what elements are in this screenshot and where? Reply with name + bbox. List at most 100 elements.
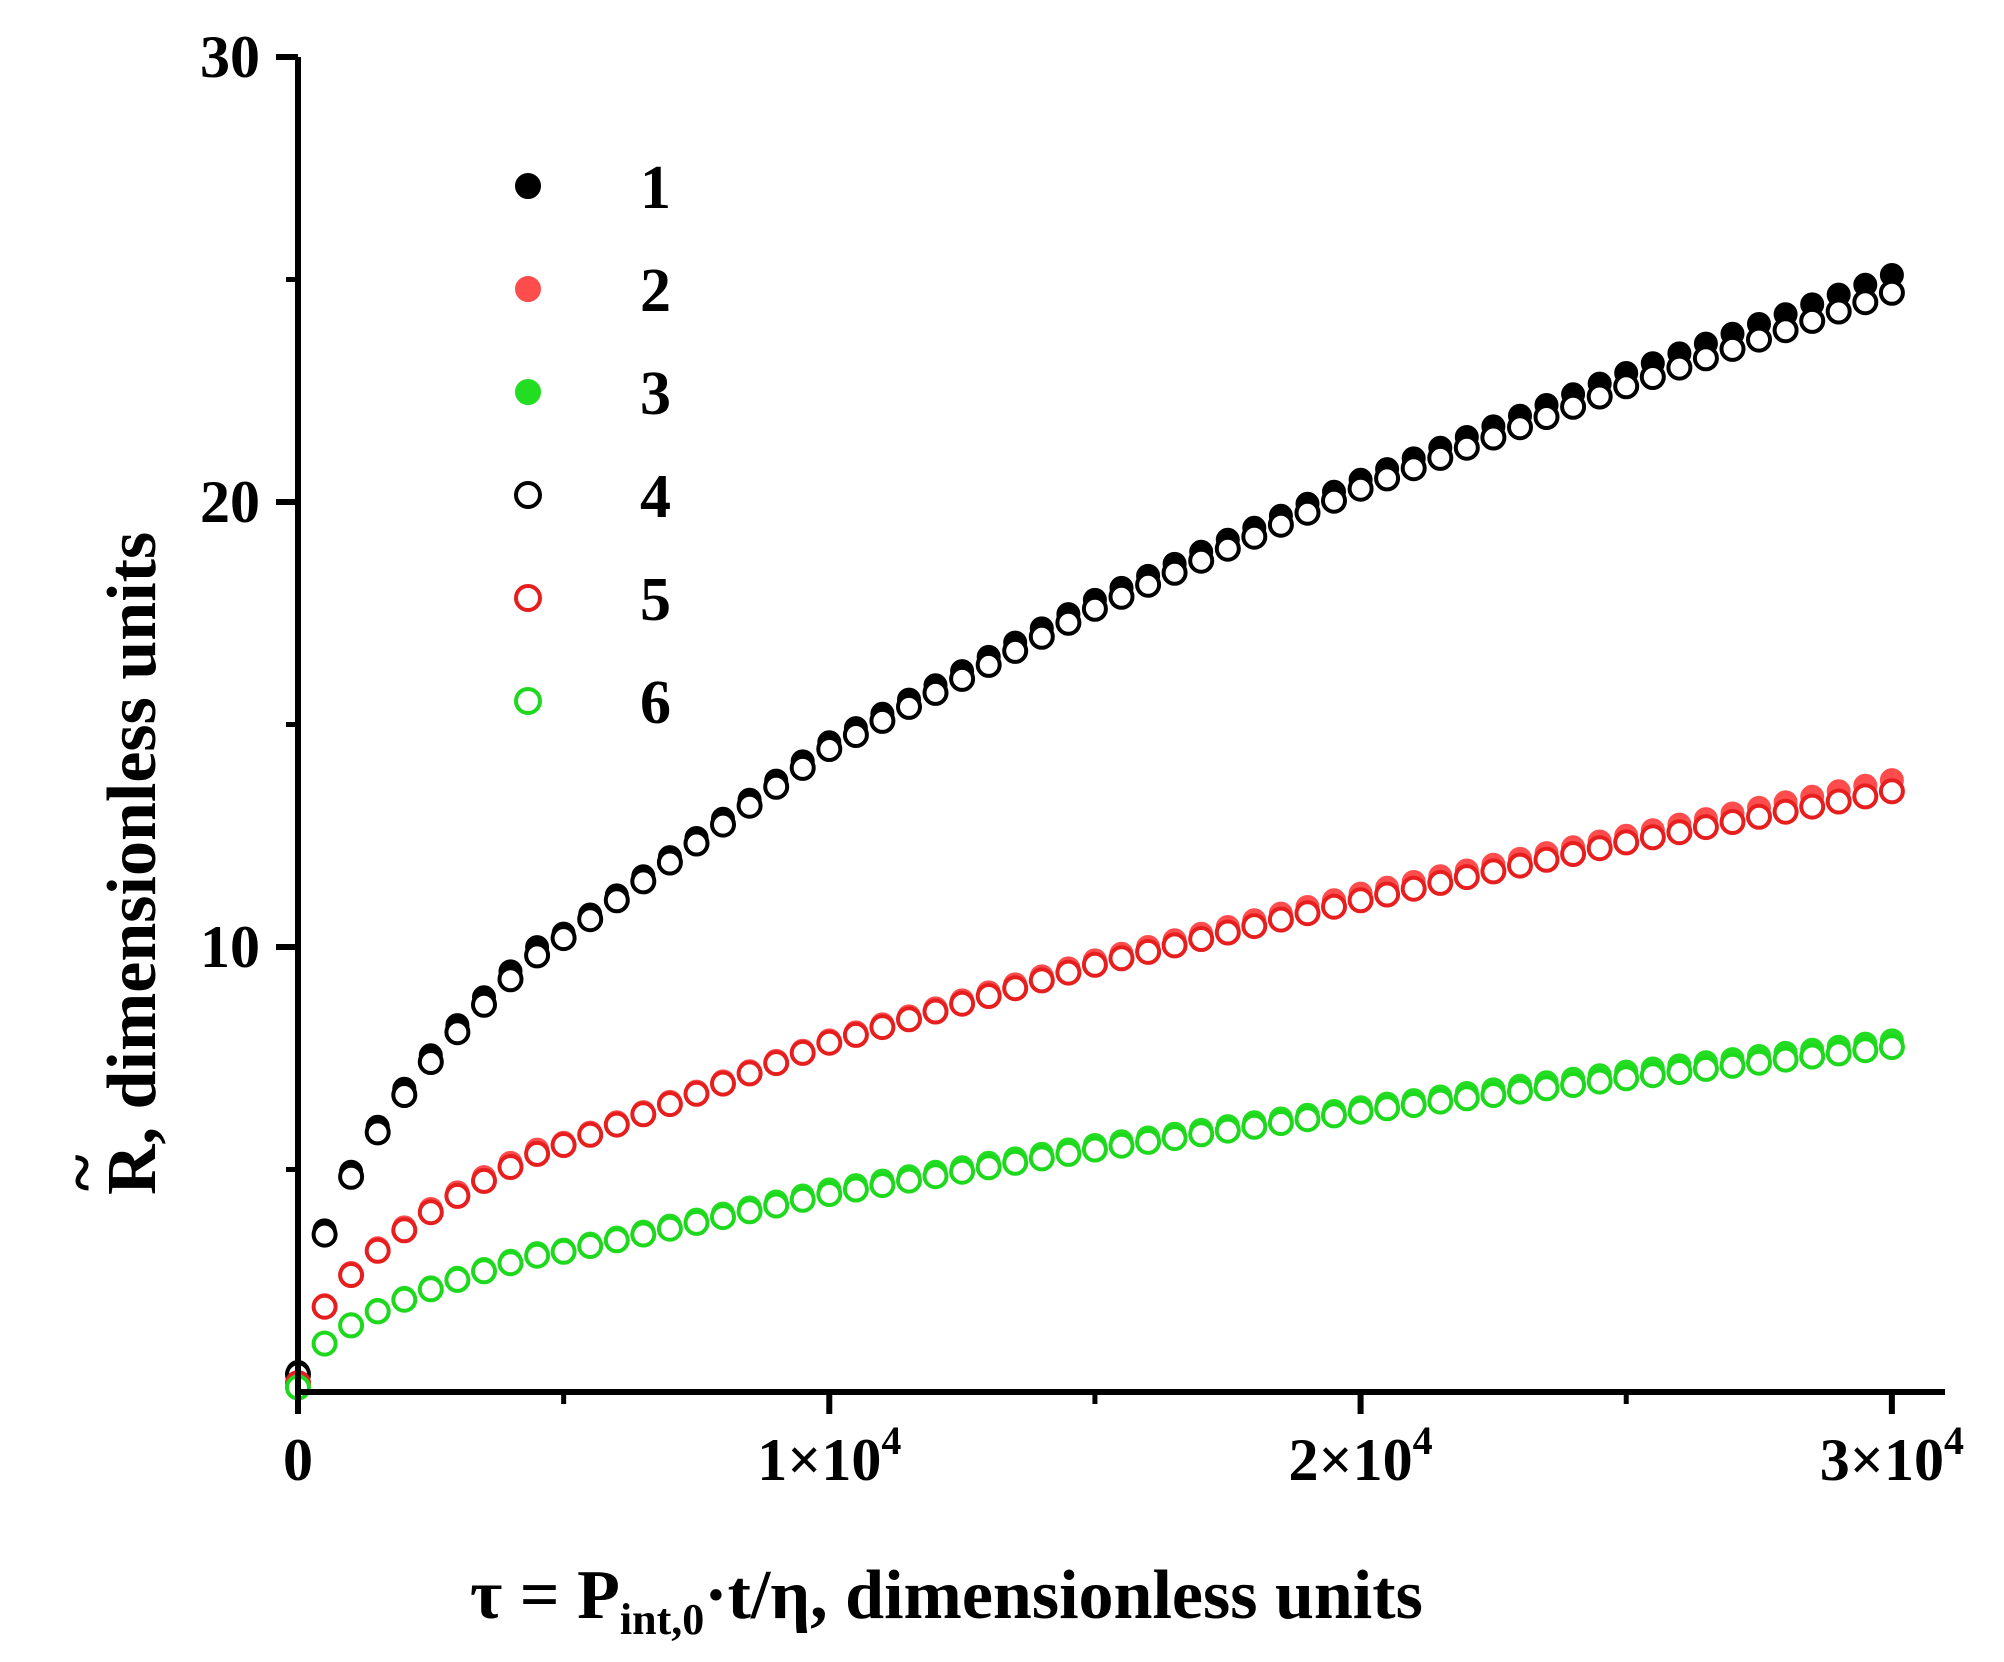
data-point (1453, 434, 1480, 461)
data-point (391, 1217, 418, 1244)
data-point (1347, 887, 1374, 914)
legend-item-1: 1 (515, 154, 671, 222)
data-point (1161, 559, 1188, 586)
data-point (1188, 547, 1215, 574)
legend-label: 5 (640, 566, 671, 634)
axes: 10 20 30 0 1×104 2×104 3×104 (200, 24, 1964, 1493)
data-point (949, 665, 976, 692)
data-point (577, 1121, 604, 1148)
data-point (1560, 393, 1587, 420)
data-point (896, 693, 922, 720)
data-point (1852, 783, 1879, 810)
data-point (1321, 893, 1347, 920)
data-point (1639, 364, 1666, 390)
data-point (311, 1330, 338, 1357)
data-point (1507, 414, 1533, 441)
data-point (1294, 900, 1321, 927)
data-point (1692, 1055, 1719, 1082)
data-point (1613, 829, 1640, 856)
legend: 1 2 3 4 5 6 (514, 154, 671, 737)
data-point (869, 707, 896, 734)
data-point (683, 1209, 710, 1236)
data-point (1241, 913, 1268, 940)
data-point (1400, 1092, 1427, 1118)
data-point (896, 1167, 922, 1194)
data-point (1852, 289, 1879, 316)
data-point (1586, 383, 1613, 410)
data-point (1427, 869, 1454, 896)
data-point (922, 679, 949, 706)
x-axis-title-prefix: τ = P (470, 1557, 620, 1634)
legend-label: 1 (640, 154, 671, 222)
data-point (550, 925, 577, 952)
data-point (1081, 1136, 1108, 1163)
data-point (1692, 345, 1719, 372)
x-tick-label: 3×104 (1820, 1418, 1964, 1493)
data-point (656, 1091, 683, 1118)
data-point (842, 1176, 869, 1203)
data-point (1453, 864, 1480, 891)
data-point (1533, 1075, 1560, 1102)
data-marks (285, 263, 1905, 1401)
data-point (1028, 623, 1055, 650)
legend-label: 3 (640, 360, 671, 428)
data-point (338, 1163, 365, 1190)
data-point (1135, 1128, 1162, 1155)
data-point (656, 849, 683, 876)
data-point (1081, 951, 1108, 978)
data-point (1055, 609, 1082, 636)
data-point (1400, 455, 1427, 482)
x-axis-title-suffix: ·t/η, dimensionless units (704, 1557, 1423, 1634)
data-point (524, 942, 551, 969)
x-axis-title: τ = Pint,0·t/η, dimensionless units (470, 1557, 1423, 1644)
data-point (1507, 1078, 1533, 1105)
data-point (1108, 1132, 1135, 1159)
data-point (1188, 926, 1215, 952)
data-point (1188, 1121, 1215, 1148)
data-point (816, 1181, 843, 1207)
data-point (1161, 1125, 1188, 1152)
data-point (603, 887, 630, 914)
data-point (1241, 523, 1268, 550)
data-point (1825, 1040, 1852, 1067)
data-point (471, 1258, 497, 1285)
data-point (1746, 326, 1772, 353)
data-point (1613, 373, 1640, 400)
data-point (1135, 571, 1162, 598)
data-point (1639, 1062, 1666, 1089)
data-point (842, 1021, 869, 1048)
data-point (1267, 906, 1294, 933)
data-point (1480, 858, 1507, 885)
data-point (1161, 932, 1188, 959)
data-point (524, 1242, 551, 1269)
data-point (1108, 583, 1135, 610)
data-point (338, 1262, 365, 1288)
data-point (975, 651, 1002, 678)
data-point (683, 830, 710, 857)
data-point (391, 1082, 418, 1108)
y-axis-title-suffix: , dimensionless units (94, 532, 171, 1145)
data-point (869, 1014, 896, 1041)
data-point (1560, 1072, 1587, 1098)
data-point (1267, 1110, 1294, 1136)
data-point (710, 811, 736, 838)
data-point (1666, 1059, 1693, 1085)
legend-marker (515, 276, 541, 302)
data-point (1480, 1082, 1507, 1108)
data-point (1533, 404, 1560, 430)
data-point (1878, 1034, 1905, 1061)
data-point (1586, 1068, 1613, 1095)
data-point (710, 1070, 736, 1097)
data-point (975, 983, 1002, 1009)
data-point (1214, 1117, 1241, 1144)
data-point (922, 1163, 949, 1190)
data-point (842, 722, 869, 748)
data-point (1427, 1088, 1454, 1115)
data-point (1586, 835, 1613, 862)
data-point (524, 1140, 551, 1167)
data-point (1135, 938, 1162, 965)
data-point (577, 1233, 604, 1259)
data-point (1028, 1145, 1055, 1172)
data-point (1719, 809, 1746, 835)
